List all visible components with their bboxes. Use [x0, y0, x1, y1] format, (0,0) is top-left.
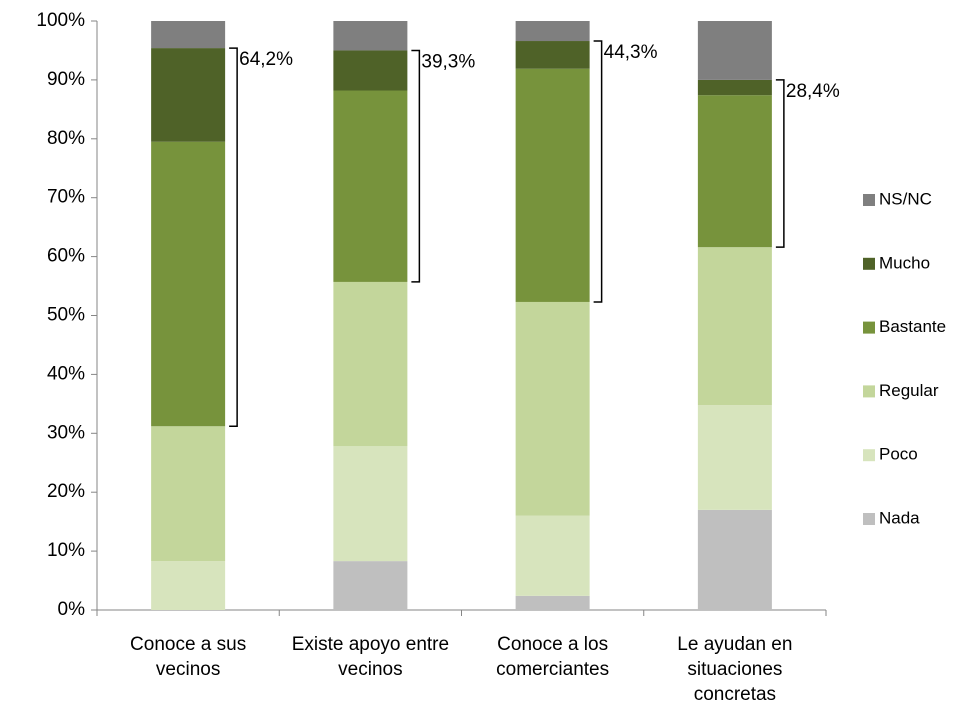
y-tick-label: 90%	[47, 69, 85, 90]
y-tick-label: 70%	[47, 187, 85, 208]
legend-label: NS/NC	[879, 189, 932, 208]
bar-segment	[151, 48, 226, 142]
bar-segment	[333, 446, 408, 562]
annotation: 28,4%	[786, 81, 840, 102]
bar-segment	[333, 90, 408, 282]
y-tick-label: 30%	[47, 422, 85, 443]
bar-segment	[697, 509, 772, 610]
x-tick-label: Existe apoyo entre vecinos	[291, 634, 450, 680]
bar-segment	[515, 515, 590, 596]
bar-segment	[697, 79, 772, 96]
y-tick-label: 80%	[47, 128, 85, 149]
bar-segment	[515, 68, 590, 302]
legend-swatch	[863, 194, 875, 206]
bracket	[593, 40, 603, 303]
y-tick-label: 60%	[47, 246, 85, 267]
legend-label: Poco	[879, 445, 918, 464]
y-tick-label: 100%	[36, 10, 85, 31]
bar-segment	[697, 21, 772, 80]
bar-segment	[151, 561, 226, 610]
legend-label: Mucho	[879, 253, 930, 272]
x-tick-label: Le ayudan en situaciones concretas	[677, 634, 793, 705]
annotation: 39,3%	[421, 51, 475, 72]
bar-segment	[697, 95, 772, 248]
bar-segment	[151, 141, 226, 427]
x-tick-label: Conoce a sus vecinos	[130, 634, 247, 680]
y-tick-label: 20%	[47, 481, 85, 502]
legend-swatch	[863, 257, 875, 270]
legend-label: Bastante	[879, 317, 946, 336]
y-tick-label: 50%	[47, 305, 85, 326]
legend-swatch	[863, 385, 875, 398]
y-tick-label: 10%	[47, 540, 85, 561]
bar-segment	[333, 561, 408, 610]
bar-segment	[151, 426, 226, 562]
bracket	[775, 79, 785, 248]
legend-swatch	[863, 321, 875, 334]
x-tick-label: Conoce a los comerciantes	[496, 634, 610, 680]
legend-label: Nada	[879, 508, 920, 527]
annotation: 44,3%	[604, 42, 658, 63]
bar-segment	[333, 50, 408, 91]
y-tick-label: 0%	[58, 599, 86, 620]
bar-segment	[697, 405, 772, 510]
bar-segment	[333, 21, 408, 51]
legend-swatch	[863, 449, 875, 462]
bar-segment	[151, 21, 226, 49]
bracket	[229, 47, 238, 427]
bar-segment	[697, 247, 772, 406]
legend-label: Regular	[879, 381, 939, 400]
bar-segment	[515, 41, 590, 69]
bar-segment	[333, 281, 408, 447]
bracket	[411, 49, 421, 283]
y-tick-label: 40%	[47, 363, 85, 384]
annotation: 64,2%	[239, 49, 293, 70]
bar-segment	[515, 301, 590, 516]
legend-swatch	[863, 513, 875, 525]
bar-segment	[515, 595, 590, 610]
bar-segment	[515, 21, 590, 42]
